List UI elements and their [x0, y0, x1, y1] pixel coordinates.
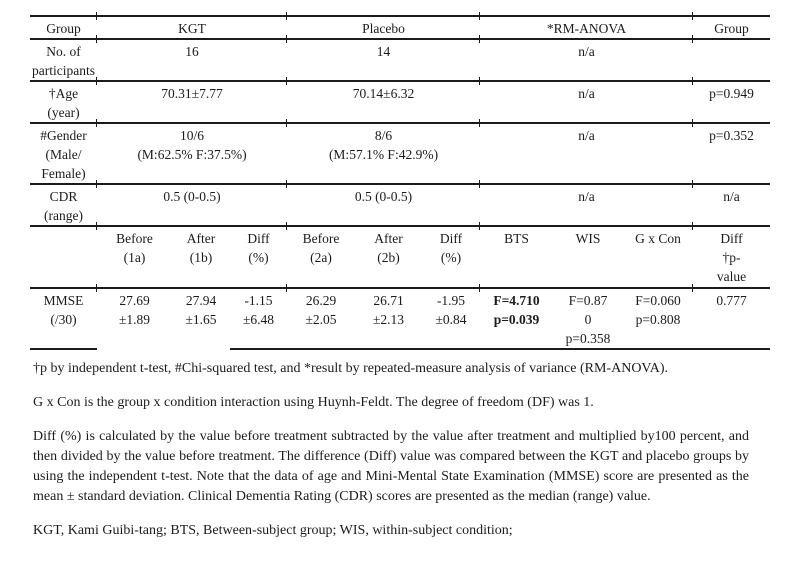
note-abbreviations: KGT, Kami Guibi-tang; BTS, Between-subje…: [33, 523, 513, 538]
header-rm-anova: *RM-ANOVA: [479, 11, 693, 40]
subheader-after-1b: After (1b): [172, 226, 230, 289]
gender-kgt-value: 10/6 (M:62.5% F:37.5%): [96, 118, 287, 185]
row-mmse: MMSE (/30) 27.69 ±1.89 27.94 ±1.65 -1.15…: [30, 283, 770, 350]
participants-rm-anova-value: n/a: [479, 34, 693, 82]
mmse-placebo-after: 26.71 ±2.13: [355, 288, 422, 350]
row-subheader: Before (1a) After (1b) Diff (%) Before (…: [30, 221, 770, 289]
cdr-placebo-value: 0.5 (0-0.5): [286, 179, 480, 227]
row-label-gender: #Gender (Male/ Female): [30, 123, 97, 185]
subheader-before-2a: Before (2a): [286, 221, 355, 289]
results-table: Group KGT Placebo *RM-ANOVA Group No. of…: [30, 11, 770, 350]
gender-placebo-value: 8/6 (M:57.1% F:42.9%): [286, 118, 480, 185]
subheader-wis: WIS: [553, 226, 623, 289]
mmse-kgt-after: 27.94 ±1.65: [185, 293, 217, 327]
header-placebo: Placebo: [286, 11, 480, 40]
header-group: Group: [30, 16, 97, 40]
table-header-row: Group KGT Placebo *RM-ANOVA Group: [30, 11, 770, 40]
row-label-participants: No. of participants: [30, 39, 97, 82]
mmse-wis-value: F=0.87 0 p=0.358: [553, 288, 623, 350]
age-group-pvalue: p=0.949: [692, 76, 770, 124]
gender-group-pvalue: p=0.352: [692, 118, 770, 185]
note-statistical-tests: †p by independent t-test, #Chi-squared t…: [33, 361, 669, 376]
row-label-mmse: MMSE (/30): [30, 288, 97, 350]
row-participants: No. of participants 16 14 n/a: [30, 34, 770, 82]
mmse-placebo-before: 26.29 ±2.05: [286, 283, 355, 350]
cdr-kgt-value: 0.5 (0-0.5): [96, 179, 287, 227]
age-rm-anova-value: n/a: [479, 76, 693, 124]
subheader-diff-kgt: Diff (%): [230, 226, 287, 289]
header-group-pvalue: Group: [692, 11, 770, 40]
mmse-gxcon-value: F=0.060 p=0.808: [623, 288, 693, 350]
age-kgt-value: 70.31±7.77: [96, 76, 287, 124]
subheader-after-2b: After (2b): [355, 226, 422, 289]
row-label-cdr: CDR (range): [30, 184, 97, 227]
mmse-diff-pvalue: 0.777: [692, 283, 770, 350]
mmse-placebo-diff: -1.95 ±0.84: [422, 288, 480, 350]
row-cdr: CDR (range) 0.5 (0-0.5) 0.5 (0-0.5) n/a …: [30, 179, 770, 227]
gender-rm-anova-value: n/a: [479, 118, 693, 185]
note-gxcon-interaction: G x Con is the group x condition interac…: [33, 395, 594, 410]
table-footnotes: †p by independent t-test, #Chi-squared t…: [30, 359, 749, 541]
header-kgt: KGT: [96, 11, 287, 40]
mmse-kgt-before: 27.69 ±1.89: [96, 283, 172, 349]
subheader-bts: BTS: [479, 221, 553, 289]
cdr-group-pvalue: n/a: [692, 179, 770, 227]
age-placebo-value: 70.14±6.32: [286, 76, 480, 124]
participants-kgt-value: 16: [96, 34, 287, 82]
note-diff-explanation: Diff (%) is calculated by the value befo…: [33, 429, 749, 504]
cdr-rm-anova-value: n/a: [479, 179, 693, 227]
subheader-before-1a: Before (1a): [96, 221, 172, 289]
mmse-bts-value: F=4.710 p=0.039: [479, 283, 553, 350]
subheader-diff-placebo: Diff (%): [422, 226, 480, 289]
subheader-gxcon: G x Con: [623, 226, 693, 289]
row-gender: #Gender (Male/ Female) 10/6 (M:62.5% F:3…: [30, 118, 770, 185]
participants-group-pvalue: [692, 34, 770, 82]
mmse-kgt-diff: -1.15 ±6.48: [230, 288, 287, 350]
row-age: †Age (year) 70.31±7.77 70.14±6.32 n/a p=…: [30, 76, 770, 124]
row-label-age: †Age (year): [30, 81, 97, 124]
subheader-diff-pvalue: Diff †p- value: [692, 221, 770, 289]
participants-placebo-value: 14: [286, 34, 480, 82]
subheader-empty: [30, 226, 97, 289]
